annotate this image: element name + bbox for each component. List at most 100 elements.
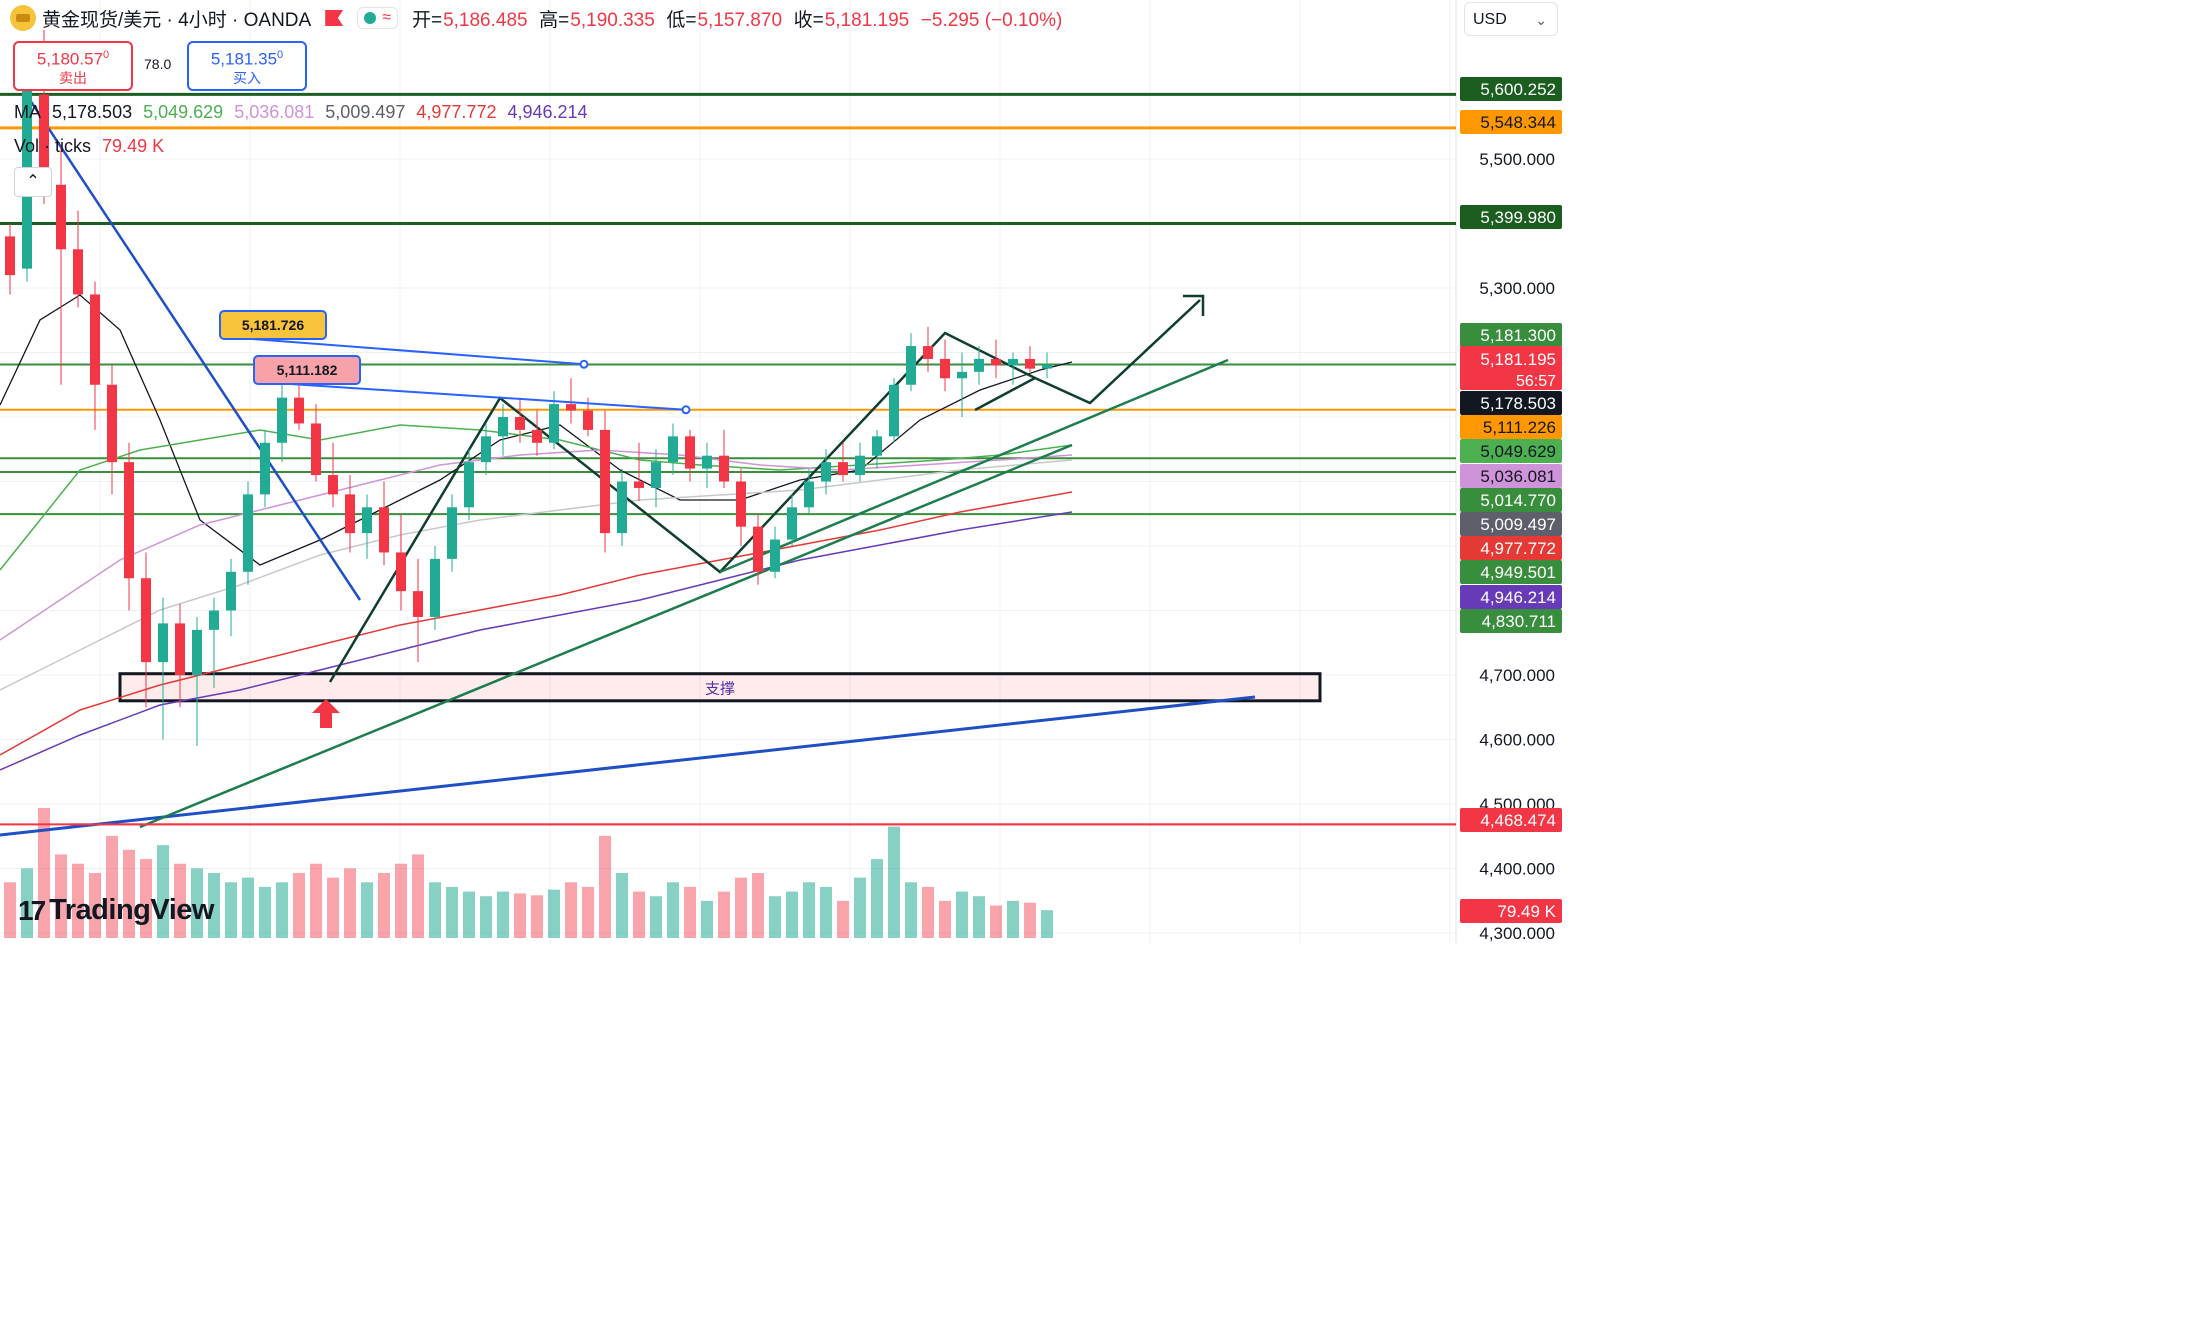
volume-bar [871,859,883,938]
volume-legend[interactable]: Vol · ticks 79.49 K [14,136,170,157]
candle-body [260,442,270,495]
volume-bar [599,835,611,938]
candle-body [872,436,882,456]
axis-price-tag [1460,899,1562,923]
volume-bar [667,882,679,938]
candle-body [90,294,100,385]
callout-pointer [225,336,585,366]
currency-value: USD [1473,11,1507,28]
candle-body [430,558,440,617]
candle-body [634,481,644,488]
candle-body [362,507,372,534]
projection-path [974,299,1201,412]
candle-body [770,539,780,572]
axis-price-tag-text: 5,181.300 [1480,326,1556,345]
volume-bar [752,873,764,938]
axis-price-tag [1460,77,1562,101]
countdown-text: 56:57 [1516,373,1556,390]
candle-body [107,384,117,463]
volume-bar [310,863,322,938]
volume-bar [259,886,271,938]
volume-bar [633,891,645,938]
volume-value: 79.49 K [102,136,165,156]
volume-bar [395,863,407,938]
volume-bar [582,886,594,938]
symbol-title[interactable]: 黄金现货/美元 · 4小时 · OANDA [42,9,312,31]
volume-bar [973,896,985,938]
candle-body [923,346,933,359]
axis-price-tag-text: 4,949.501 [1480,563,1556,582]
ma-legend[interactable]: MA 5,178.503 5,049.629 5,036.081 5,009.4… [14,102,594,123]
axis-price-tag-text: 5,548.344 [1480,113,1556,132]
currency-select[interactable]: USD ⌄ [1464,2,1558,36]
volume-bar [769,896,781,938]
open-label: 开= [411,9,443,31]
buy-button[interactable]: 5,181.350 买入 [187,41,307,91]
callout-text: 5,111.182 [277,362,338,378]
callout-anchor [681,405,691,415]
ma-value-2: 5,049.629 [143,102,224,122]
status-pill[interactable]: ≈ [357,7,398,29]
callout-pointer [259,381,687,411]
ma-line-4 [0,459,1073,691]
ma-line-1 [0,294,1073,566]
volume-bar [786,891,798,938]
candle-body [328,475,338,495]
candle-body [379,507,389,553]
volume-bar [718,891,730,938]
ma-value-3: 5,036.081 [234,102,315,122]
price-tick-label: 5,300.000 [1479,279,1555,298]
high-value: 5,190.335 [570,9,655,31]
candle-body [583,410,593,430]
spread-value: 78.0 [144,56,172,72]
candle-body [311,423,321,476]
volume-bar [1024,902,1036,938]
price-tick-label: 5,500.000 [1479,150,1555,169]
open-value: 5,186.485 [443,9,528,31]
volume-bar [38,808,50,938]
volume-bar [378,873,390,938]
candle-body [804,481,814,508]
candle-body [243,494,253,572]
volume-bar [565,882,577,938]
candle-body [73,249,83,295]
volume-bar [4,882,16,938]
candle-body [175,623,185,675]
axis-price-tag [1460,415,1562,439]
volume-bar [327,877,339,938]
volume-bar [701,900,713,938]
flag-icon[interactable] [325,10,344,26]
axis-price-tag [1460,346,1562,390]
volume-bar [174,863,186,938]
volume-bar [191,868,203,938]
axis-price-tag-text: 4,468.474 [1480,811,1556,830]
candle-body [668,436,678,463]
volume-bar [89,873,101,938]
tradingview-mark: 17 [18,894,46,926]
change-value: −5.295 (−0.10%) [920,9,1063,31]
candle-body [617,481,627,534]
candle-body [719,455,729,482]
candle-body [566,404,576,411]
candle-body [345,494,355,534]
volume-bar [72,863,84,938]
ohlc-values: 开=5,186.485 高=5,190.335 低=5,157.870 收=5,… [412,5,1063,32]
tradingview-logo: 17 TradingView [18,894,214,927]
axis-price-tag [1460,439,1562,463]
gold-coin-icon [10,5,36,31]
sell-label: 卖出 [59,69,87,86]
collapse-legend-button[interactable]: ⌃ [14,167,52,197]
axis-price-tag-text: 5,178.503 [1480,394,1556,413]
ma-line-5 [0,491,1073,756]
ma-line-6 [0,511,1073,771]
ma-value-4: 5,009.497 [325,102,406,122]
support-zone-label: 支撑 [705,680,735,697]
volume-bar [905,882,917,938]
axis-price-tag [1460,488,1562,512]
volume-bar [344,868,356,938]
ma-value-5: 4,977.772 [416,102,497,122]
volume-bar [55,854,67,938]
volume-bar [531,895,543,938]
chart[interactable]: 支撑 5,181.726 5,111.182 4,300.000 4,400.000 4,… [0,0,1568,943]
sell-button[interactable]: 5,180.570 卖出 [13,41,133,91]
